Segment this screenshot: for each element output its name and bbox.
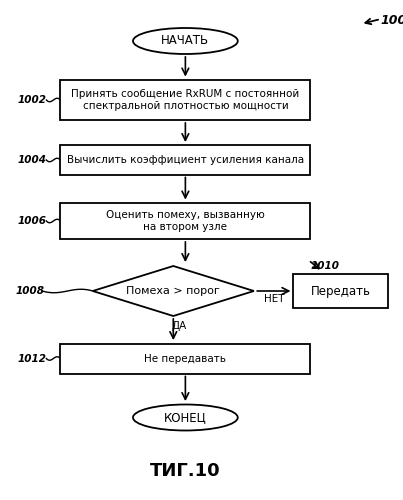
- Text: 1000: 1000: [381, 14, 403, 28]
- Text: 1004: 1004: [18, 155, 47, 165]
- Text: Помеха > порог: Помеха > порог: [127, 286, 220, 296]
- Text: НАЧАТЬ: НАЧАТЬ: [161, 34, 210, 48]
- Ellipse shape: [133, 28, 238, 54]
- Text: НЕТ: НЕТ: [264, 294, 284, 304]
- Text: КОНЕЦ: КОНЕЦ: [164, 411, 207, 424]
- Bar: [60, 344, 310, 374]
- Polygon shape: [93, 266, 254, 316]
- Ellipse shape: [133, 404, 238, 430]
- Text: 1008: 1008: [16, 286, 45, 296]
- Bar: [60, 80, 310, 120]
- Text: 1002: 1002: [18, 95, 47, 105]
- Text: 1006: 1006: [18, 216, 47, 226]
- Text: 1010: 1010: [310, 261, 339, 271]
- Bar: [293, 274, 388, 308]
- Text: Передать: Передать: [311, 284, 370, 298]
- Bar: [60, 203, 310, 239]
- Text: Принять сообщение RxRUM с постоянной
спектральной плотностью мощности: Принять сообщение RxRUM с постоянной спе…: [71, 89, 299, 111]
- Text: Оценить помеху, вызванную
на втором узле: Оценить помеху, вызванную на втором узле: [106, 210, 265, 232]
- Text: ΤИГ.10: ΤИГ.10: [150, 462, 221, 480]
- Text: Вычислить коэффициент усиления канала: Вычислить коэффициент усиления канала: [67, 155, 304, 165]
- Text: 1012: 1012: [18, 354, 47, 364]
- Bar: [60, 146, 310, 174]
- Text: ДА: ДА: [172, 321, 187, 331]
- Text: Не передавать: Не передавать: [144, 354, 226, 364]
